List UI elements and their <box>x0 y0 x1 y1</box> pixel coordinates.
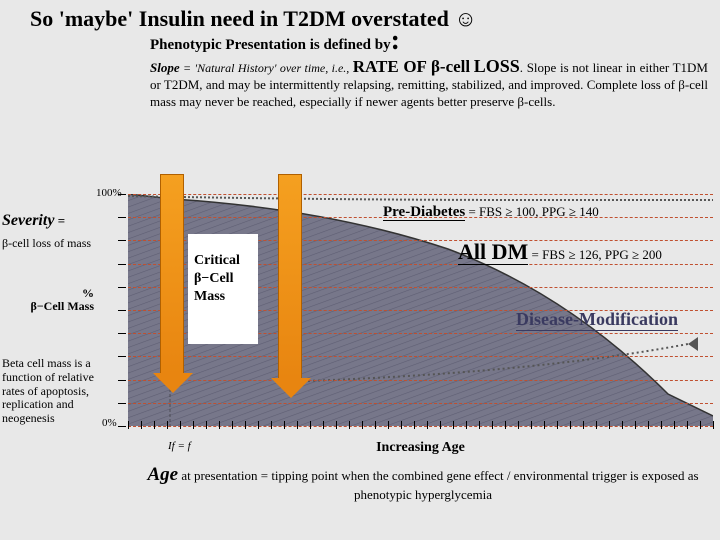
pct-100-label: 100% <box>96 187 122 199</box>
arrow-onset <box>160 174 184 374</box>
chart-area: Critical β−Cell Mass Pre-Diabetes = FBS … <box>128 194 713 426</box>
label-disease-mod: Disease-Modification <box>516 309 678 331</box>
label-prediabetes: Pre-Diabetes = FBS ≥ 100, PPG ≥ 140 <box>383 204 599 221</box>
x-axis-label: If = f Increasing Age <box>128 440 713 456</box>
beta-desc: Beta cell mass is a function of relative… <box>2 357 106 426</box>
pct-beta-label: % β−Cell Mass <box>6 287 94 313</box>
arrow-critical <box>278 174 302 379</box>
chart-container: Severity = β-cell loss of mass % β−Cell … <box>0 62 720 540</box>
betaloss-label: β-cell loss of mass <box>2 237 117 250</box>
critical-box: Critical β−Cell Mass <box>188 234 258 344</box>
pct-0-label: 0% <box>102 417 117 429</box>
footer-text: Age at presentation = tipping point when… <box>128 464 718 502</box>
label-all-dm: All DM = FBS ≥ 126, PPG ≥ 200 <box>458 239 662 265</box>
slide-title: So 'maybe' Insulin need in T2DM overstat… <box>0 0 720 36</box>
severity-label: Severity = <box>2 212 117 230</box>
